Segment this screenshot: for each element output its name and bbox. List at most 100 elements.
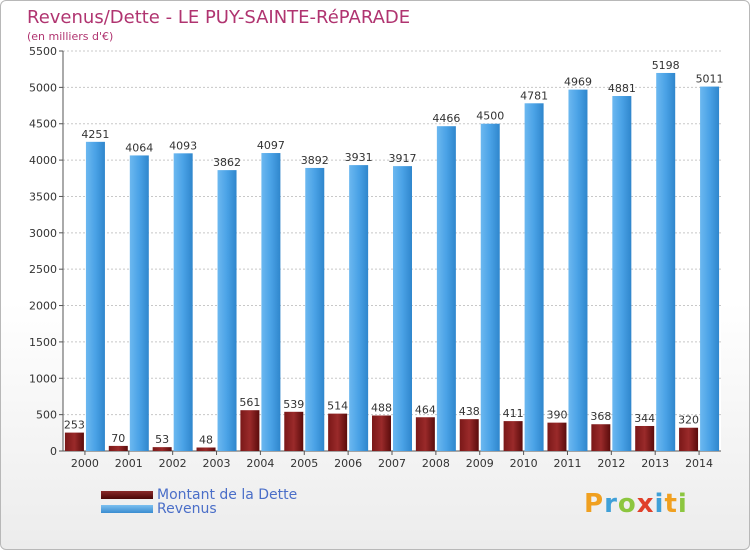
x-tick-label: 2014 (685, 457, 713, 470)
bar-revenue (393, 166, 412, 452)
y-tick-label: 1500 (29, 336, 57, 349)
bar-revenue (349, 165, 369, 452)
data-label-debt: 48 (199, 434, 213, 447)
y-tick-label: 5500 (29, 45, 57, 58)
bar-debt (196, 447, 216, 451)
x-tick-label: 2006 (334, 457, 362, 470)
data-label-revenue: 4093 (169, 139, 197, 152)
bar-debt (679, 427, 699, 451)
data-label-debt: 411 (503, 407, 524, 420)
data-label-debt: 368 (590, 410, 611, 423)
plot-area (63, 51, 721, 451)
y-tick-label: 500 (36, 409, 57, 422)
y-tick-label: 4500 (29, 118, 57, 131)
bar-revenue (612, 96, 632, 451)
y-tick-label: 2500 (29, 263, 57, 276)
bar-debt (284, 411, 304, 451)
bar-revenue (480, 123, 500, 452)
data-label-debt: 344 (634, 412, 655, 425)
data-label-debt: 488 (371, 402, 392, 415)
data-label-debt: 70 (111, 432, 125, 445)
bar-debt (108, 445, 128, 451)
x-tick-label: 2002 (159, 457, 187, 470)
bar-revenue (305, 167, 325, 452)
data-label-revenue: 3892 (301, 154, 329, 167)
y-tick-label: 4000 (29, 154, 57, 167)
bar-revenue (524, 103, 544, 452)
data-label-revenue: 3862 (213, 156, 241, 169)
legend-label-revenue: Revenus (157, 501, 217, 517)
y-tick-label: 3000 (29, 227, 57, 240)
x-tick-label: 2001 (115, 457, 143, 470)
data-label-revenue: 4251 (81, 128, 109, 141)
x-tick-label: 2010 (510, 457, 538, 470)
proxiti-logo: Proxiti (584, 489, 688, 519)
data-label-debt: 390 (546, 409, 567, 422)
logo-letter: i (677, 489, 688, 519)
data-label-revenue: 4466 (432, 112, 460, 125)
bar-debt (459, 419, 479, 451)
logo-letter: r (604, 489, 618, 519)
data-label-revenue: 3917 (389, 152, 417, 165)
y-tick-label: 0 (50, 445, 57, 458)
logo-letter: t (664, 489, 678, 519)
bar-debt (503, 421, 523, 451)
x-tick-label: 2005 (290, 457, 318, 470)
data-label-revenue: 5198 (652, 59, 680, 72)
data-label-debt: 539 (283, 398, 304, 411)
logo-letter: o (617, 489, 637, 519)
data-label-debt: 561 (239, 396, 260, 409)
chart-subtitle: (en milliers d'€) (27, 30, 114, 43)
bar-debt (415, 417, 435, 451)
x-tick-label: 2008 (422, 457, 450, 470)
bar-revenue (700, 86, 720, 452)
x-tick-label: 2000 (71, 457, 99, 470)
bar-debt (635, 425, 655, 451)
legend-item-revenue: Revenus (101, 501, 217, 517)
bar-revenue (656, 72, 676, 452)
data-label-revenue: 4064 (125, 141, 153, 154)
data-label-revenue: 5011 (696, 73, 724, 86)
legend-item-debt: Montant de la Dette (101, 487, 297, 503)
chart-title: Revenus/Dette - LE PUY-SAINTE-RéPARADE (27, 7, 411, 28)
bar-revenue (217, 170, 237, 452)
x-tick-label: 2004 (246, 457, 274, 470)
data-label-debt: 438 (459, 405, 480, 418)
data-label-revenue: 4881 (608, 82, 636, 95)
y-tick-label: 3500 (29, 190, 57, 203)
logo-letter: i (654, 489, 665, 519)
logo-letter: x (636, 489, 655, 519)
data-label-revenue: 4097 (257, 139, 285, 152)
legend-swatch-debt (101, 491, 153, 499)
bar-revenue (568, 89, 588, 452)
data-label-revenue: 4781 (520, 89, 548, 102)
bar-debt (547, 422, 567, 451)
bar-revenue (436, 126, 456, 451)
x-tick-label: 2013 (641, 457, 669, 470)
legend-label-debt: Montant de la Dette (157, 487, 298, 503)
x-tick-label: 2012 (597, 457, 625, 470)
data-label-revenue: 4969 (564, 76, 592, 89)
bar-debt (152, 447, 172, 451)
data-label-debt: 514 (327, 400, 348, 413)
bar-debt (372, 415, 391, 451)
bar-debt (591, 424, 611, 451)
x-tick-label: 2007 (378, 457, 406, 470)
bar-revenue (129, 155, 149, 451)
data-label-revenue: 3931 (345, 151, 373, 164)
data-label-debt: 253 (64, 419, 85, 432)
bar-debt (64, 432, 84, 451)
x-tick-label: 2009 (466, 457, 494, 470)
y-tick-label: 2000 (29, 300, 57, 313)
x-tick-label: 2011 (553, 457, 581, 470)
bar-debt (328, 413, 348, 451)
bar-revenue (173, 153, 193, 451)
legend-swatch-revenue (101, 505, 153, 513)
logo-letter: P (584, 489, 605, 519)
bar-revenue (261, 153, 281, 451)
bar-debt (240, 410, 260, 451)
y-tick-label: 5000 (29, 81, 57, 94)
data-label-debt: 464 (415, 403, 436, 416)
